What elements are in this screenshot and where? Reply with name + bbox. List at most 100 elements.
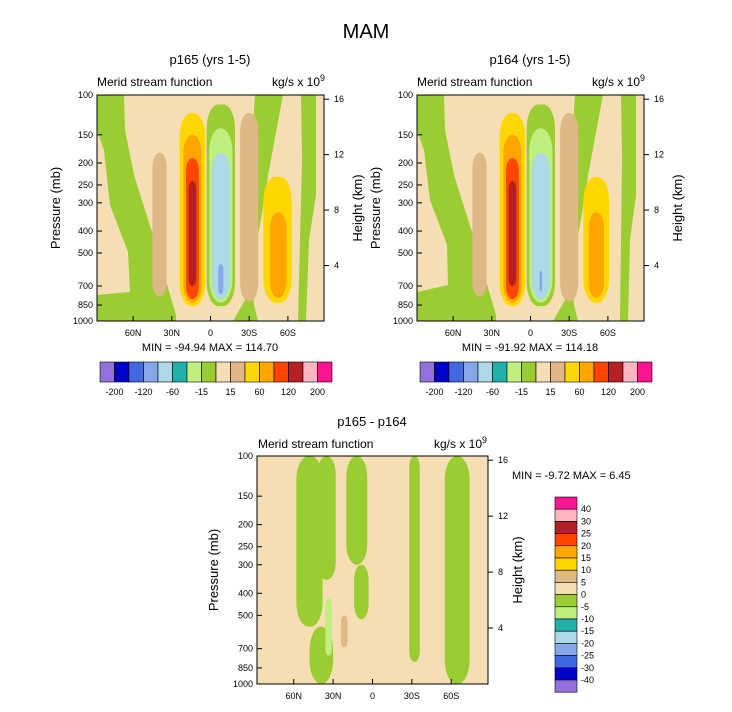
- colorbar-swatch: [492, 361, 508, 383]
- height-tick-label: 4: [654, 261, 659, 271]
- colorbar-swatch: [506, 361, 522, 383]
- y2-axis-label: Height (km): [670, 174, 685, 241]
- colorbar-label: -120: [454, 387, 472, 397]
- units-label: kg/s x 109: [592, 73, 645, 89]
- height-tick-label: 16: [498, 455, 508, 465]
- colorbar-label: -25: [581, 651, 594, 661]
- colorbar-swatch: [186, 361, 202, 383]
- pressure-tick-label: 700: [398, 281, 413, 291]
- colorbar-swatch: [554, 545, 578, 559]
- colorbar-swatch: [288, 361, 304, 383]
- colorbar-swatch: [201, 361, 217, 383]
- y-axis-label: Pressure (mb): [368, 167, 383, 249]
- latitude-axis: 60N 30N 0 30S 60S: [125, 316, 296, 338]
- height-tick-label: 16: [334, 94, 344, 104]
- pressure-tick-label: 850: [238, 663, 253, 673]
- contour-cell: [240, 112, 259, 302]
- colorbar-swatch: [550, 361, 566, 383]
- colorbar-swatch: [128, 361, 144, 383]
- pressure-tick-label: 200: [238, 520, 253, 530]
- pressure-tick-label: 150: [78, 130, 93, 140]
- colorbar-swatch: [554, 630, 578, 644]
- colorbar-label: 20: [581, 541, 591, 551]
- colorbar-label: 15: [581, 553, 591, 563]
- pressure-tick-label: 1000: [233, 679, 253, 689]
- colorbar-swatch: [554, 643, 578, 656]
- colorbar-swatch: [608, 361, 624, 383]
- colorbar-label: -15: [581, 626, 594, 636]
- colorbar-swatch: [317, 361, 333, 383]
- panel-difference: p165 - p164 Merid stream function kg/s x…: [206, 414, 631, 701]
- colorbar-label: 15: [225, 387, 235, 397]
- contour-cell: [539, 270, 543, 292]
- contour-cell: [218, 264, 224, 295]
- contour-cell: [409, 456, 420, 662]
- panel-title: p165 - p164: [337, 414, 406, 429]
- colorbar-swatch: [554, 533, 578, 547]
- contour-cell: [296, 456, 323, 627]
- colorbar-label: -5: [581, 602, 589, 612]
- colorbar-label: 200: [630, 387, 645, 397]
- colorbar-label: -20: [581, 638, 594, 648]
- colorbar-swatch: [554, 606, 578, 620]
- pressure-tick-label: 400: [238, 588, 253, 598]
- colorbar-swatch: [554, 496, 578, 510]
- colorbar-label: -120: [134, 387, 152, 397]
- colorbar-swatch: [463, 361, 479, 383]
- latitude-tick-label: 30N: [164, 328, 181, 338]
- contour-cell: [341, 615, 348, 648]
- pressure-tick-label: 300: [78, 198, 93, 208]
- pressure-axis: 100 150 200 250 300 400 500 700 850 1000: [233, 451, 262, 689]
- pressure-tick-label: 700: [238, 644, 253, 654]
- pressure-tick-label: 100: [398, 90, 413, 100]
- latitude-tick-label: 30S: [241, 328, 257, 338]
- y2-axis-label: Height (km): [350, 174, 365, 241]
- latitude-tick-label: 0: [528, 328, 533, 338]
- pressure-tick-label: 300: [238, 560, 253, 570]
- y-axis-label: Pressure (mb): [48, 167, 63, 249]
- height-tick-label: 4: [334, 261, 339, 271]
- latitude-tick-label: 0: [208, 328, 213, 338]
- colorbar-label: -15: [515, 387, 528, 397]
- panel-p164: p164 (yrs 1-5) Merid stream function kg/…: [368, 52, 685, 397]
- latitude-tick-label: 60N: [125, 328, 142, 338]
- pressure-tick-label: 250: [398, 180, 413, 190]
- colorbar: 40 30 25 20 15 10 5 0 -5 -10 -15 -20 -25 -30 -40: [554, 496, 594, 693]
- contour-cell: [531, 152, 550, 300]
- colorbar-swatch: [622, 361, 638, 383]
- contour-cell: [354, 564, 369, 620]
- latitude-tick-label: 60S: [280, 328, 296, 338]
- field-region-high-lat-south: [620, 95, 636, 321]
- latitude-tick-label: 60N: [285, 691, 302, 701]
- colorbar: -200 -120 -60 -15 15 60 120 200: [99, 361, 333, 397]
- colorbar-label: 120: [281, 387, 296, 397]
- min-max-stats: MIN = -94.94 MAX = 114.70: [142, 342, 278, 354]
- colorbar-swatch: [554, 655, 578, 669]
- contour-cell: [560, 112, 579, 302]
- pressure-tick-label: 850: [78, 300, 93, 310]
- contour-fill-layer: [152, 104, 292, 307]
- pressure-tick-label: 500: [78, 248, 93, 258]
- field-label: Merid stream function: [97, 75, 212, 89]
- height-tick-label: 12: [654, 150, 664, 160]
- colorbar-swatch: [157, 361, 173, 383]
- pressure-tick-label: 100: [238, 451, 253, 461]
- colorbar-swatch: [593, 361, 609, 383]
- colorbar-swatch: [419, 361, 435, 383]
- contour-cell: [317, 456, 336, 581]
- pressure-tick-label: 150: [238, 491, 253, 501]
- colorbar-label: 120: [601, 387, 616, 397]
- contour-fill-layer: [472, 104, 610, 307]
- colorbar-label: 60: [254, 387, 264, 397]
- colorbar-label: 5: [581, 577, 586, 587]
- colorbar-swatch: [554, 569, 578, 583]
- latitude-tick-label: 30S: [404, 691, 420, 701]
- height-axis: 16 12 8 4: [488, 455, 508, 633]
- height-tick-label: 16: [654, 94, 664, 104]
- contour-cell: [269, 212, 287, 298]
- pressure-tick-label: 200: [398, 158, 413, 168]
- colorbar-swatch: [477, 361, 493, 383]
- pressure-tick-label: 400: [78, 226, 93, 236]
- colorbar-swatch: [554, 582, 578, 595]
- colorbar-label: -60: [486, 387, 499, 397]
